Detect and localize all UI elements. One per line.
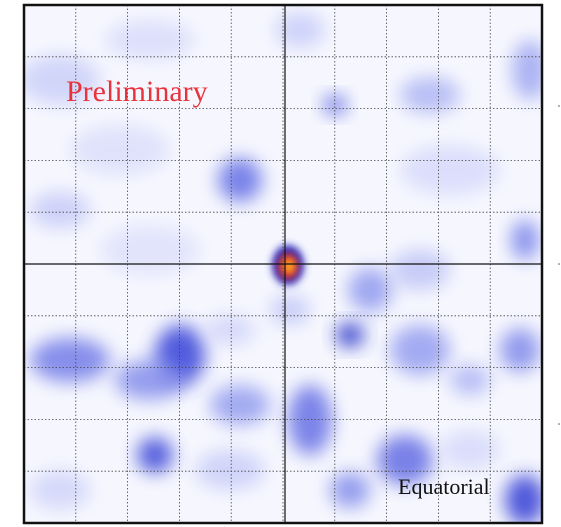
intensity-patch (330, 472, 370, 508)
intensity-patch (70, 125, 170, 175)
frame-label: Equatorial (398, 474, 490, 499)
intensity-patch (218, 158, 262, 202)
intensity-patch (400, 145, 500, 195)
intensity-patch (270, 295, 310, 325)
intensity-patch (505, 475, 542, 523)
intensity-patch (275, 12, 325, 48)
intensity-patch (137, 437, 173, 473)
intensity-patch (105, 20, 195, 60)
intensity-patch (336, 323, 364, 347)
intensity-patch (288, 385, 332, 455)
intensity-patch (440, 430, 500, 470)
annotation: Preliminary (66, 75, 208, 108)
intensity-patch (377, 435, 433, 485)
intensity-patch (100, 225, 200, 275)
hotspot-core (283, 258, 295, 274)
intensity-patch (30, 470, 90, 510)
edge-tick (558, 105, 560, 107)
intensity-patch (500, 328, 540, 372)
intensity-patch (195, 450, 265, 490)
intensity-patch (30, 338, 110, 382)
intensity-patch (450, 365, 490, 395)
intensity-patch (511, 220, 539, 260)
intensity-patch (390, 250, 450, 290)
intensity-patch (400, 77, 460, 113)
edge-tick (558, 263, 560, 265)
intensity-patch (115, 360, 185, 400)
intensity-patch (205, 315, 255, 345)
intensity-patch (323, 95, 347, 115)
intensity-patch (24, 55, 100, 105)
intensity-patch (390, 325, 450, 375)
intensity-patch (348, 268, 392, 312)
intensity-patch (30, 192, 90, 228)
intensity-patch (210, 385, 270, 425)
edge-tick (558, 423, 560, 425)
intensity-patch (512, 40, 542, 100)
map-frame (22, 3, 544, 525)
